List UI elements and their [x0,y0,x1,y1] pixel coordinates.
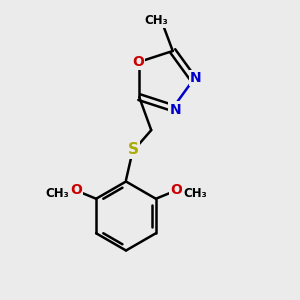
Text: O: O [170,183,182,197]
Text: CH₃: CH₃ [144,14,168,27]
Text: S: S [128,142,139,157]
Text: N: N [169,103,181,116]
Text: O: O [132,55,144,69]
Text: CH₃: CH₃ [45,187,69,200]
Text: N: N [190,71,202,85]
Text: O: O [70,183,82,197]
Text: CH₃: CH₃ [183,187,207,200]
